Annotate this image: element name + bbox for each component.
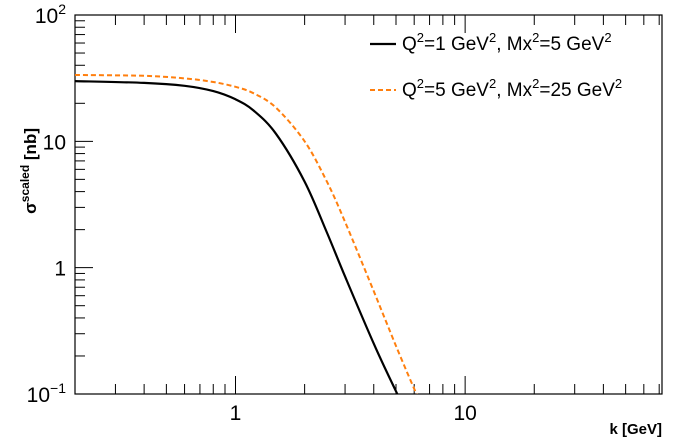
y-tick-label: 10−1 (27, 380, 67, 407)
y-axis-label-base: σ (21, 202, 40, 214)
y-axis-label-unit: [nb] (21, 128, 40, 165)
plot-frame (74, 14, 663, 395)
series-line-2 (75, 74, 418, 394)
series-line-1 (75, 80, 399, 394)
legend-label-1: Q2=1 GeV2, Mx2=5 GeV2 (402, 30, 612, 55)
x-axis-label: k [GeV] (609, 421, 662, 438)
y-axis-label: σscaled [nb] (18, 128, 40, 214)
y-tick-label: 102 (35, 1, 66, 28)
series-layer (75, 74, 418, 394)
x-tick-label: 1 (230, 402, 242, 425)
plot-area (74, 14, 663, 395)
x-tick-label: 10 (453, 402, 476, 425)
y-tick-label: 1 (54, 258, 66, 281)
y-axis-label-superscript: scaled (18, 165, 32, 202)
y-tick-label: 10 (43, 131, 66, 154)
axes: 1 10 10−1 1 10 102 (27, 1, 660, 425)
legend: Q2=1 GeV2, Mx2=5 GeV2 Q2=5 GeV2, Mx2=25 G… (370, 30, 622, 101)
legend-label-2: Q2=5 GeV2, Mx2=25 GeV2 (402, 76, 622, 101)
